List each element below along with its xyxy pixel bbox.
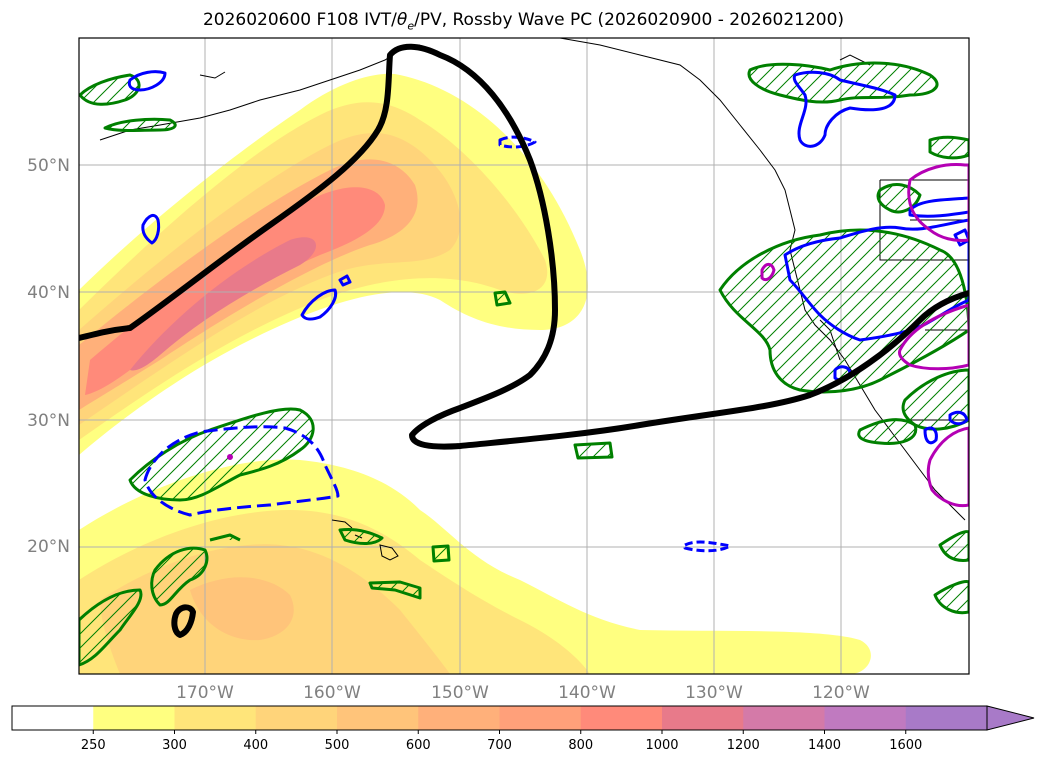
lon-label-150w: 150°W <box>431 683 489 703</box>
map-frame <box>78 37 970 675</box>
magenta-contours <box>227 163 969 508</box>
colorbar-segment <box>418 706 500 730</box>
colorbar-label: 700 <box>487 738 512 753</box>
colorbar: 250 300 400 500 600 700 800 1000 1200 1400 1600 <box>11 705 1035 753</box>
colorbar-label: 1000 <box>645 738 678 753</box>
colorbar-segment <box>174 706 257 730</box>
ivt-shading-north <box>79 73 588 456</box>
lat-label-20: 20°N <box>27 537 70 557</box>
lon-label-170w: 170°W <box>176 683 234 703</box>
map-area <box>79 38 969 674</box>
colorbar-label: 300 <box>162 738 187 753</box>
colorbar-segment <box>580 706 663 730</box>
chart-title: 2026020600 F108 IVT/θe/PV, Rossby Wave P… <box>202 10 845 33</box>
colorbar-segment <box>12 706 94 730</box>
colorbar-segment <box>905 706 988 730</box>
colorbar-segment <box>662 706 744 730</box>
lon-label-120w: 120°W <box>812 683 870 703</box>
colorbar-label: 500 <box>325 738 350 753</box>
colorbar-segment <box>337 706 419 730</box>
colorbar-segment <box>93 706 175 730</box>
colorbar-label: 800 <box>568 738 593 753</box>
rossby-wave-contour <box>79 43 969 638</box>
colorbar-label: 1400 <box>808 738 841 753</box>
lon-label-140w: 140°W <box>558 683 616 703</box>
colorbar-segment <box>824 706 907 730</box>
colorbar-segment <box>743 706 825 730</box>
latitude-labels: 20°N 30°N 40°N 50°N <box>27 156 70 557</box>
longitude-labels: 170°W 160°W 150°W 140°W 130°W 120°W <box>176 683 870 703</box>
colorbar-extension <box>986 705 1035 731</box>
lon-label-130w: 130°W <box>685 683 743 703</box>
lat-label-40: 40°N <box>27 283 70 303</box>
lon-label-160w: 160°W <box>303 683 361 703</box>
colorbar-segment <box>499 706 582 730</box>
colorbar-segment <box>255 706 338 730</box>
colorbar-label: 1600 <box>889 738 922 753</box>
colorbar-label: 400 <box>243 738 268 753</box>
lat-label-50: 50°N <box>27 156 70 176</box>
lat-label-30: 30°N <box>27 411 70 431</box>
colorbar-label: 1200 <box>727 738 760 753</box>
colorbar-label: 600 <box>406 738 431 753</box>
colorbar-label: 250 <box>81 738 106 753</box>
